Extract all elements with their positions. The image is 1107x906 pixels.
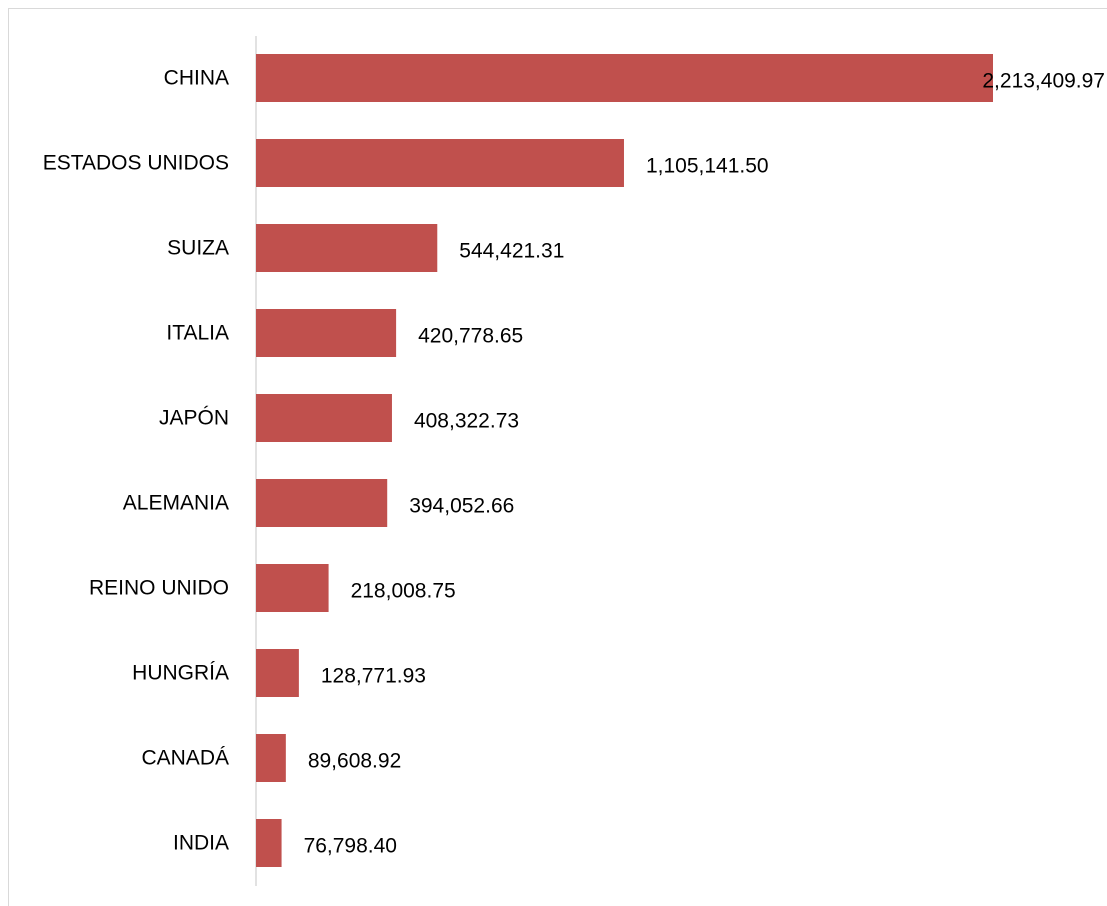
category-label: SUIZA	[167, 237, 229, 260]
category-label: ALEMANIA	[123, 492, 229, 515]
bar-india	[256, 819, 282, 867]
bar-estados-unidos	[256, 139, 624, 187]
category-label: HUNGRÍA	[132, 662, 229, 685]
category-label: INDIA	[173, 832, 229, 855]
value-labels: 2,213,409.97 1,105,141.50 544,421.31 420,77…	[304, 70, 1105, 858]
value-label: 420,778.65	[418, 325, 523, 348]
bar-suiza	[256, 224, 438, 272]
category-label: ITALIA	[166, 322, 229, 345]
category-label: REINO UNIDO	[89, 577, 229, 600]
bar-reino-unido	[256, 564, 329, 612]
category-label: ESTADOS UNIDOS	[43, 152, 229, 175]
value-label: 1,105,141.50	[646, 155, 769, 178]
value-label: 128,771.93	[321, 665, 426, 688]
bar-alemania	[256, 479, 388, 527]
value-label: 218,008.75	[351, 580, 456, 603]
bar-japón	[256, 394, 392, 442]
value-label: 544,421.31	[459, 240, 564, 263]
category-label: JAPÓN	[159, 407, 229, 430]
value-label: 408,322.73	[414, 410, 519, 433]
value-label: 394,052.66	[409, 495, 514, 518]
bar-canadá	[256, 734, 286, 782]
bars-layer	[256, 54, 993, 867]
chart-frame	[8, 8, 1107, 906]
category-labels: CHINA ESTADOS UNIDOS SUIZA ITALIA JAPÓN ALEMA…	[43, 67, 229, 855]
bar-china	[256, 54, 993, 102]
value-label: 76,798.40	[304, 835, 397, 858]
category-label: CHINA	[164, 67, 229, 90]
category-label: CANADÁ	[141, 747, 229, 770]
bar-italia	[256, 309, 397, 357]
value-label: 2,213,409.97	[982, 70, 1105, 93]
bar-hungría	[256, 649, 299, 697]
value-label: 89,608.92	[308, 750, 401, 773]
